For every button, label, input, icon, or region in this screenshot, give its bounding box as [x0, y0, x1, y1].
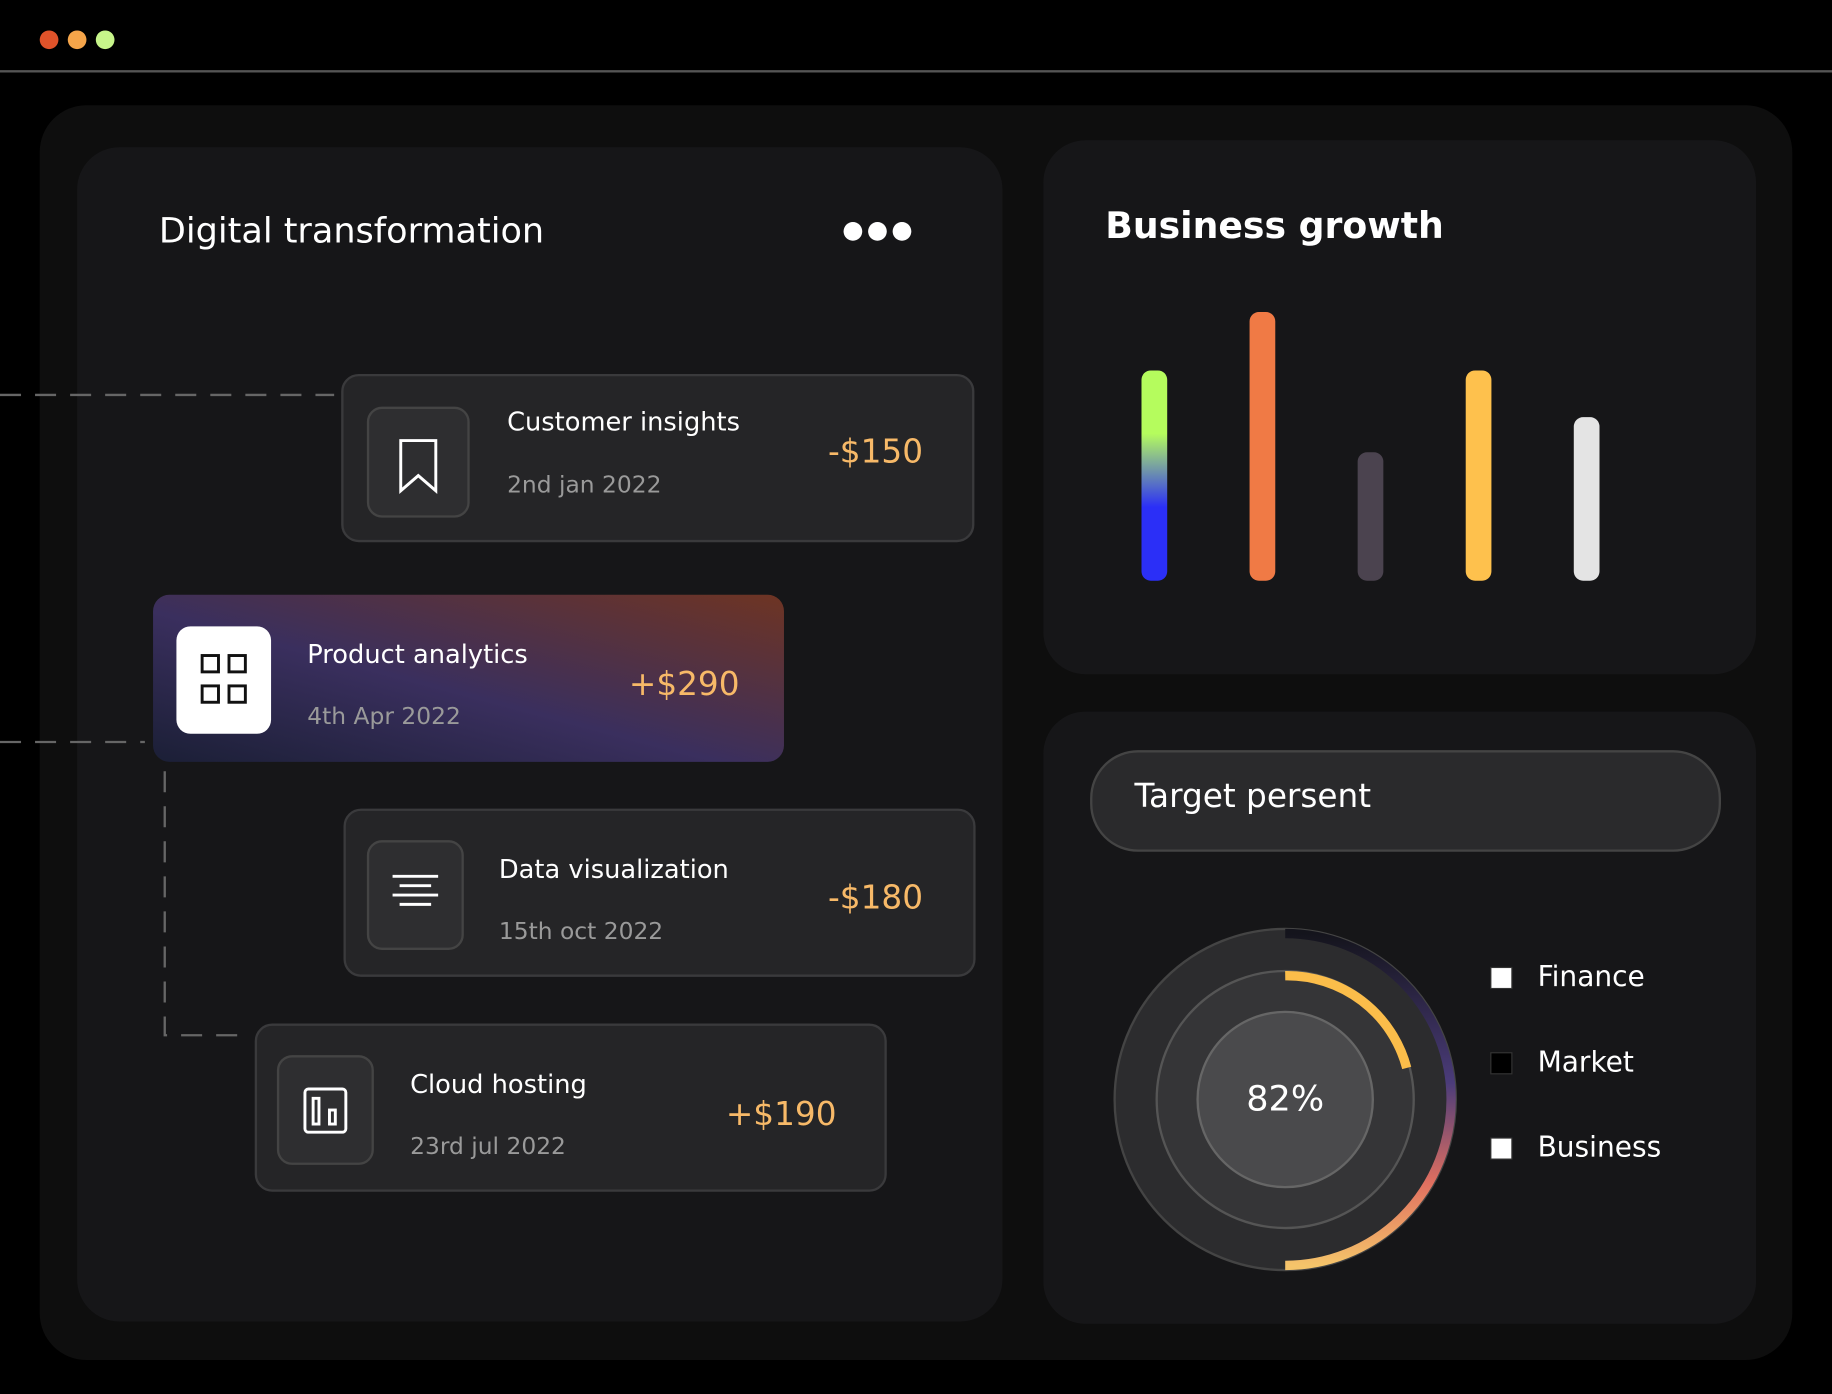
card-title: Cloud hosting: [410, 1070, 587, 1100]
card[interactable]: Customer insights 2nd jan 2022 -$150: [341, 373, 975, 543]
card-title: Customer insights: [507, 408, 740, 438]
target-percent: 82%: [1246, 1079, 1324, 1120]
card-amount: +$290: [629, 665, 740, 703]
connectors: [0, 393, 335, 1037]
target-pill[interactable]: [1090, 750, 1722, 852]
more-button[interactable]: [843, 222, 912, 241]
bar: [1357, 452, 1384, 581]
card-date: 15th oct 2022: [499, 917, 663, 945]
legend-swatch: [1490, 1052, 1513, 1075]
card-date: 4th Apr 2022: [307, 702, 461, 730]
card-date: 2nd jan 2022: [507, 471, 661, 499]
legend-label: Market: [1538, 1045, 1634, 1078]
card[interactable]: Data visualization 15th oct 2022 -$180: [343, 808, 976, 977]
legend: Finance Market Business: [1490, 960, 1662, 1164]
donut: [1113, 927, 1457, 1272]
bar: [1141, 370, 1168, 581]
bar: [1465, 370, 1492, 581]
window-close[interactable]: [39, 30, 59, 50]
bar: [1573, 417, 1600, 581]
card[interactable]: Product analytics 4th Apr 2022 +$290: [153, 594, 784, 762]
card-amount: -$180: [828, 879, 923, 917]
legend-swatch: [1490, 1137, 1513, 1160]
card-title: Data visualization: [499, 855, 729, 885]
chart-title: Business growth: [1105, 204, 1444, 247]
bar: [1249, 312, 1276, 581]
card-amount: +$190: [726, 1095, 837, 1133]
legend-swatch: [1490, 966, 1513, 990]
panel-title: Digital transformation: [159, 211, 544, 252]
legend-label: Business: [1538, 1131, 1662, 1164]
legend-label: Finance: [1538, 960, 1645, 993]
window-maximize[interactable]: [95, 30, 115, 50]
card-date: 23rd jul 2022: [410, 1132, 566, 1160]
card[interactable]: Cloud hosting 23rd jul 2022 +$190: [254, 1023, 887, 1192]
target-title: Target persent: [1133, 777, 1371, 815]
window-minimize[interactable]: [67, 30, 87, 50]
card-title: Product analytics: [307, 640, 528, 670]
card-amount: -$150: [828, 432, 923, 470]
bars: [1141, 312, 1600, 581]
